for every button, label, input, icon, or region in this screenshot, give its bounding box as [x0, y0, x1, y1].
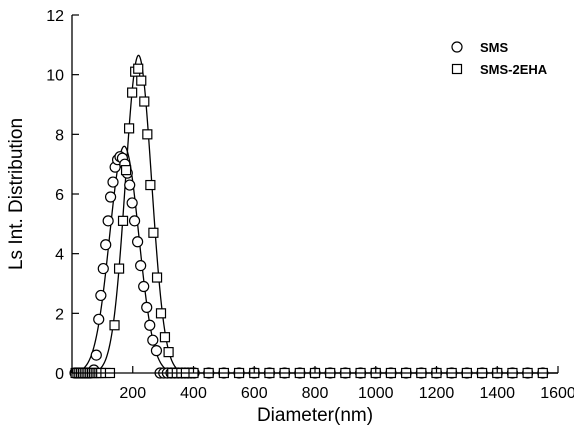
square-point: [127, 87, 138, 98]
y-tick-label: 2: [55, 306, 64, 323]
square-point: [120, 165, 132, 176]
x-tick-label: 1400: [479, 385, 515, 402]
y-tick-label: 10: [46, 68, 64, 85]
square-point: [148, 227, 159, 238]
circle-point: [102, 215, 114, 227]
x-tick-label: 400: [180, 385, 207, 402]
legend: SMS SMS-2EHA: [451, 40, 548, 77]
circle-point: [150, 345, 163, 357]
square-point: [109, 320, 120, 331]
square-point: [155, 308, 167, 319]
circle-point: [100, 239, 112, 251]
legend-square-marker: [451, 63, 463, 75]
circle-point: [135, 260, 147, 272]
circle-point: [147, 334, 159, 346]
square-point: [113, 263, 125, 274]
square-point: [142, 129, 153, 140]
legend-circle-marker: [451, 41, 463, 53]
y-axis-title: Ls Int. Distribution: [6, 118, 27, 270]
circle-point: [104, 191, 117, 203]
circle-point: [126, 197, 138, 209]
y-tick-label: 4: [55, 247, 64, 264]
data-markers: [69, 63, 549, 379]
square-point: [133, 63, 144, 74]
square-point: [145, 179, 156, 191]
x-tick-label: 600: [241, 385, 268, 402]
circle-point: [132, 236, 144, 248]
series-square: [70, 63, 548, 379]
circle-point: [128, 215, 141, 227]
circle-point: [90, 349, 102, 361]
fit-curve: [71, 145, 558, 374]
x-tick-label: 200: [119, 385, 146, 402]
x-tick-label: 800: [302, 385, 329, 402]
circle-point: [124, 179, 136, 191]
x-tick-label: 1200: [419, 385, 455, 402]
square-point: [124, 123, 135, 134]
square-point: [163, 347, 174, 358]
y-tick-label: 12: [46, 8, 64, 25]
square-point: [139, 96, 150, 107]
legend-label: SMS: [480, 40, 509, 55]
x-axis-title: Diameter(nm): [257, 405, 373, 426]
square-point: [151, 272, 163, 283]
series-circle: [69, 151, 549, 379]
circle-point: [144, 319, 156, 331]
circle-point: [97, 262, 109, 275]
x-tick-label: 1000: [358, 385, 394, 402]
y-tick-label: 8: [55, 127, 64, 144]
x-tick-label: 1600: [540, 385, 574, 402]
square-point: [136, 75, 147, 86]
y-tick-label: 6: [55, 187, 64, 204]
circle-point: [93, 313, 105, 325]
circle-point: [141, 301, 153, 313]
square-point: [159, 332, 171, 343]
ticks: 200 400 600 800 1000 1200 1400 1600 0 2 4 6 8 10 12: [46, 8, 574, 402]
circle-point: [107, 176, 119, 188]
square-point: [117, 215, 129, 226]
circle-point: [138, 280, 150, 293]
legend-label: SMS-2EHA: [480, 62, 548, 77]
circle-point: [95, 289, 107, 302]
y-tick-label: 0: [55, 366, 64, 383]
